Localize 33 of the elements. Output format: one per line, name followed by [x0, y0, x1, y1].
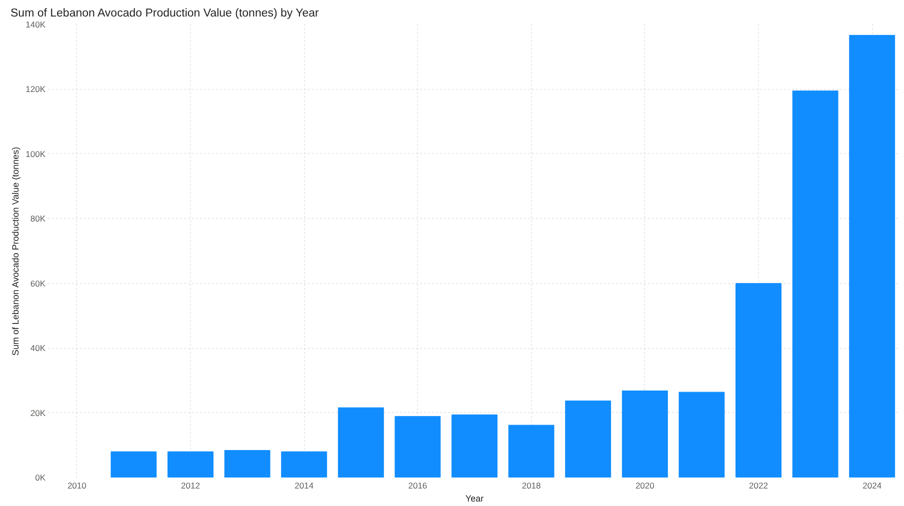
bar	[338, 407, 384, 478]
bar	[565, 400, 612, 478]
x-tick-label: 2016	[408, 480, 428, 490]
bar	[678, 392, 725, 478]
y-tick-label: 140K	[26, 20, 46, 30]
bar	[168, 451, 214, 478]
y-tick-label: 0K	[35, 472, 46, 482]
x-tick-label: 2012	[181, 480, 200, 490]
y-axis-title: Sum of Lebanon Avocado Production Value (tonnes)	[10, 146, 21, 356]
bar	[394, 416, 441, 478]
x-tick-label: 2018	[522, 480, 542, 490]
x-axis-title: Year	[465, 494, 484, 504]
y-tick-label: 80K	[30, 214, 46, 224]
y-tick-label: 40K	[30, 343, 46, 354]
bar	[736, 283, 782, 478]
bar	[224, 450, 270, 478]
bar	[281, 451, 328, 478]
y-tick-label: 120K	[26, 84, 46, 94]
bar	[508, 424, 554, 478]
bar	[110, 451, 157, 478]
y-tick-label: 100K	[26, 148, 46, 159]
x-tick-label: 2020	[635, 480, 655, 490]
bar	[792, 90, 838, 478]
y-tick-label: 60K	[30, 278, 46, 288]
x-tick-label: 2024	[862, 480, 882, 490]
x-tick-label: 2010	[67, 480, 87, 490]
y-tick-label: 20K	[30, 408, 46, 418]
x-tick-label: 2014	[294, 480, 314, 490]
x-tick-label: 2022	[749, 480, 768, 490]
bar	[849, 34, 896, 478]
bar	[622, 390, 668, 478]
chart-title: Sum of Lebanon Avocado Production Value (tonnes) by Year	[10, 8, 320, 20]
bar	[452, 414, 498, 478]
